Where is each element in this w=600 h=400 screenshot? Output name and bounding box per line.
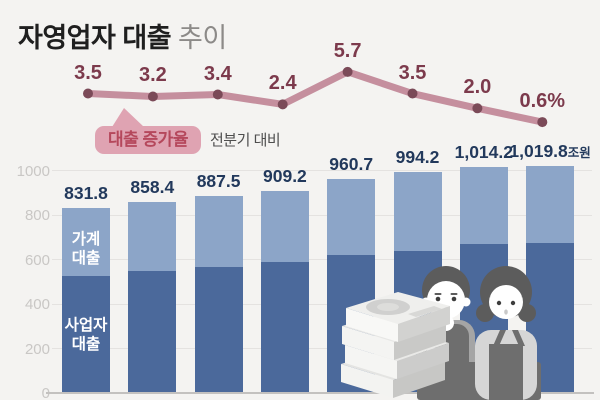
title-main: 자영업자 대출 xyxy=(18,23,172,53)
shop-owner-woman-icon xyxy=(475,266,537,400)
bar-total-label: 909.2 xyxy=(262,165,307,186)
series-label-business: 사업자 대출 xyxy=(64,317,108,353)
growth-point xyxy=(277,99,288,110)
bar-segment-household xyxy=(459,167,508,244)
growth-point xyxy=(537,117,548,128)
gridline xyxy=(52,170,592,172)
page-title: 자영업자 대출 추이 xyxy=(18,16,227,55)
bar-total-label: 887.5 xyxy=(196,170,241,191)
bar-segment-business xyxy=(260,262,309,393)
growth-point xyxy=(83,88,93,99)
y-axis-tick-label: 600 xyxy=(24,251,50,269)
y-axis-tick-label: 1000 xyxy=(16,162,50,180)
growth-point xyxy=(212,89,223,100)
bar-total-label: 960.7 xyxy=(329,154,374,175)
gridline xyxy=(52,348,592,350)
bar-segment-household xyxy=(327,179,376,255)
bar-total-label: 1,014.2 xyxy=(454,142,513,163)
growth-value-label: 2.4 xyxy=(268,72,297,95)
growth-point xyxy=(407,88,418,99)
growth-point xyxy=(472,103,483,114)
bar-segment-household xyxy=(526,166,575,243)
y-axis-tick-label: 400 xyxy=(24,296,50,314)
growth-value-label: 3.5 xyxy=(74,61,102,84)
y-axis-tick-label: 200 xyxy=(24,340,50,358)
growth-value-label: 3.4 xyxy=(203,62,232,85)
money-stack-icon xyxy=(341,292,450,398)
growth-value-label: 3.2 xyxy=(138,64,167,87)
unit-suffix: 조원 xyxy=(567,146,591,161)
bar-total-label: 831.8 xyxy=(64,183,108,203)
y-axis-tick-label: 0 xyxy=(14,385,50,400)
bar-segment-household xyxy=(194,195,243,267)
callout-tail xyxy=(112,108,144,127)
x-axis-baseline xyxy=(46,391,594,394)
gridline xyxy=(52,214,592,216)
bar-segment-household xyxy=(393,171,442,251)
shop-owners-illustration xyxy=(341,266,541,400)
bar-total-label: 1,019.8조원 xyxy=(509,141,591,162)
growth-point xyxy=(342,66,353,77)
growth-value-label: 2.0 xyxy=(463,76,492,99)
gridline xyxy=(52,259,592,261)
bar-segment-household xyxy=(62,208,110,277)
growth-value-label: 3.5 xyxy=(398,61,427,84)
y-axis-tick-label: 800 xyxy=(24,207,50,225)
bar-segment-business xyxy=(128,270,177,393)
title-sub: 추이 xyxy=(178,23,227,53)
growth-rate-callout: 대출 증가율 xyxy=(95,126,201,154)
bar-segment-business xyxy=(62,276,110,393)
callout-note: 전분기 대비 xyxy=(210,132,281,149)
bar-segment-household xyxy=(128,202,177,271)
growth-value-label: 5.7 xyxy=(333,39,362,62)
series-label-household: 가계 대출 xyxy=(71,231,101,267)
gridline xyxy=(52,303,592,305)
bar-total-label: 858.4 xyxy=(130,177,175,198)
growth-point xyxy=(147,91,158,102)
bar-segment-household xyxy=(260,190,309,263)
bar-segment-business xyxy=(194,266,243,393)
bar-total-label: 994.2 xyxy=(395,146,440,167)
growth-value-label: 0.6% xyxy=(519,90,566,113)
